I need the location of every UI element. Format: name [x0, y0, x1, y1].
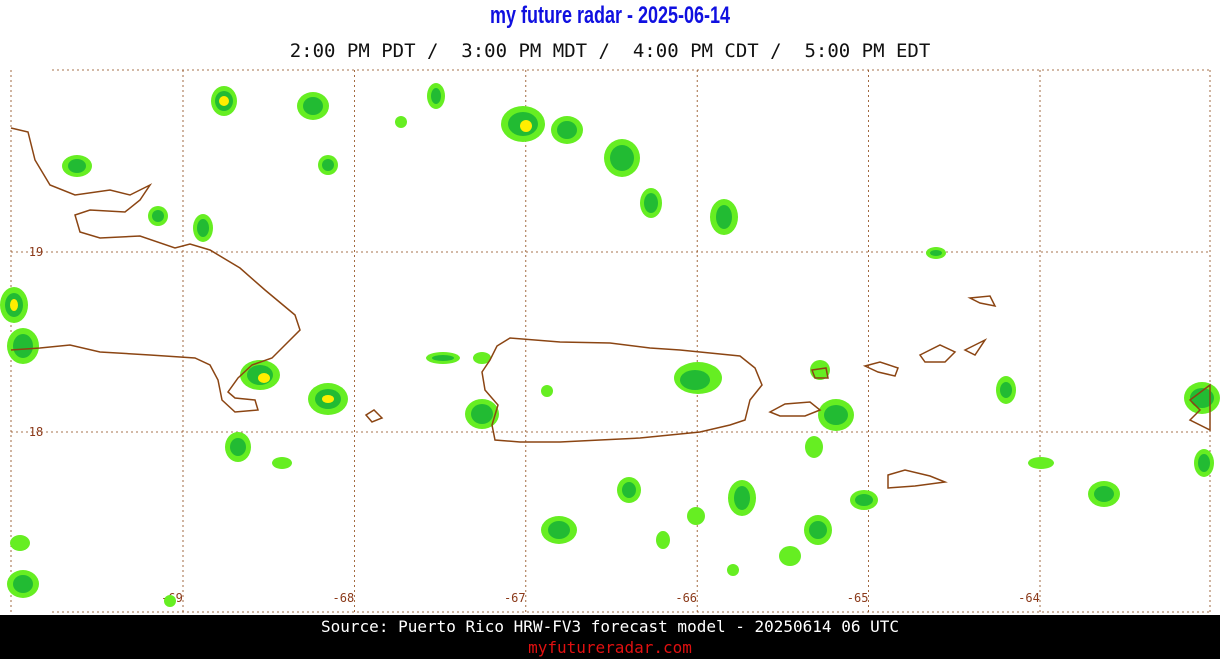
footer: Source: Puerto Rico HRW-FV3 forecast mod…	[0, 615, 1220, 659]
website: myfutureradar.com	[528, 638, 692, 657]
radar-echoes	[0, 83, 1220, 607]
lat-label: 19	[29, 245, 43, 259]
lon-label: -64	[1018, 591, 1040, 605]
lon-label: -67	[504, 591, 526, 605]
title: my future radar - 2025-06-14	[489, 2, 731, 29]
time-line: 2:00 PM PDT / 3:00 PM MDT / 4:00 PM CDT …	[289, 40, 931, 62]
lon-label: -66	[675, 591, 697, 605]
source: Source: Puerto Rico HRW-FV3 forecast mod…	[321, 617, 899, 636]
coastlines	[10, 127, 1211, 489]
lat-label: 18	[29, 425, 43, 439]
lon-label: -68	[333, 591, 355, 605]
lon-label: -65	[847, 591, 869, 605]
